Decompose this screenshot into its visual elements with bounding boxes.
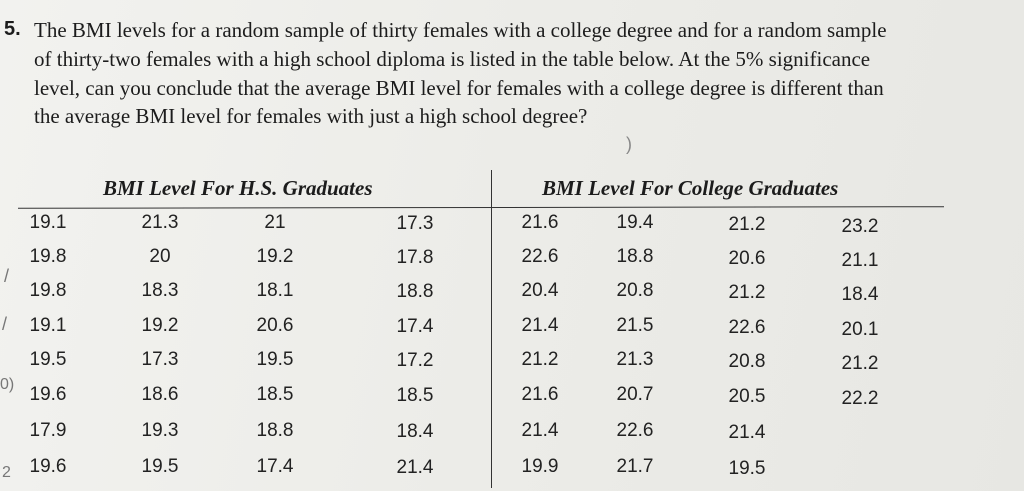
college-bmi-cell: 21.7 [616,456,654,477]
college-bmi-cell: 21.4 [521,315,559,336]
hs-bmi-cell: 18.6 [141,384,179,405]
college-bmi-cell: 21.6 [521,384,559,405]
college-bmi-cell: 20.5 [728,386,766,407]
hs-bmi-cell: 21.3 [141,212,179,233]
hs-graduates-header: BMI Level For H.S. Graduates [103,176,373,200]
college-bmi-cell: 20.8 [728,351,766,372]
question-line-3: level, can you conclude that the average… [34,76,884,100]
college-bmi-cell: 21.4 [728,422,766,443]
hs-bmi-cell: 19.6 [29,456,67,477]
hs-bmi-cell: 18.3 [141,280,179,301]
hs-bmi-cell: 17.3 [396,213,434,234]
college-bmi-cell: 20.8 [616,280,654,301]
hs-bmi-cell: 17.8 [396,247,434,268]
college-bmi-cell: 21.2 [728,214,766,235]
college-bmi-cell: 20.6 [728,248,766,269]
hs-bmi-cell: 19.1 [29,315,67,336]
hs-bmi-cell: 17.3 [141,349,179,370]
margin-mark-2: / [2,314,8,334]
college-bmi-cell: 22.6 [521,246,559,267]
hs-bmi-cell: 19.8 [29,280,67,301]
table-header-divider [17,206,945,209]
hs-bmi-cell: 17.4 [396,316,434,337]
hs-bmi-cell: 18.5 [256,384,294,405]
hs-bmi-cell: 19.5 [29,349,67,370]
hs-bmi-cell: 17.9 [29,420,67,441]
college-bmi-cell: 22.6 [728,317,766,338]
college-bmi-cell: 22.2 [841,388,879,409]
question-line-1: The BMI levels for a random sample of th… [34,18,887,42]
hs-bmi-cell: 21.4 [396,457,434,478]
college-bmi-cell: 20.4 [521,280,559,301]
college-bmi-cell: 21.2 [521,349,559,370]
hs-bmi-cell: 19.5 [141,456,179,477]
hs-bmi-cell: 18.8 [256,420,294,441]
hs-bmi-cell: 19.6 [29,384,67,405]
college-bmi-cell: 19.4 [616,212,654,233]
hs-bmi-cell: 19.1 [29,212,67,233]
hs-bmi-cell: 21 [264,212,286,233]
table-column-divider [491,170,492,488]
college-bmi-cell: 21.3 [616,349,654,370]
hs-bmi-cell: 19.8 [29,246,67,267]
hs-bmi-cell: 20.6 [256,315,294,336]
hs-bmi-cell: 18.4 [396,421,434,442]
college-bmi-cell: 19.9 [521,456,559,477]
hs-bmi-cell: 18.8 [396,281,434,302]
margin-mark-4: 2 [2,464,11,481]
college-bmi-cell: 18.4 [841,284,879,305]
college-bmi-cell: 21.1 [841,250,879,271]
margin-mark-3: 0) [0,376,15,393]
college-bmi-cell: 20.1 [841,319,879,340]
college-bmi-cell: 20.7 [616,384,654,405]
college-bmi-cell: 18.8 [616,246,654,267]
hs-bmi-cell: 19.3 [141,420,179,441]
question-number: 5. [4,18,21,40]
college-bmi-cell: 21.6 [521,212,559,233]
college-bmi-cell: 19.5 [728,458,766,479]
hs-bmi-cell: 18.5 [396,385,434,406]
college-bmi-cell: 23.2 [841,216,879,237]
college-bmi-cell: 21.2 [728,282,766,303]
college-graduates-header: BMI Level For College Graduates [542,176,839,200]
hs-bmi-cell: 19.5 [256,349,294,370]
hs-bmi-cell: 17.2 [396,350,434,371]
hs-bmi-cell: 19.2 [141,315,179,336]
hs-bmi-cell: 18.1 [256,280,294,301]
question-line-2: of thirty-two females with a high school… [34,47,871,71]
hs-bmi-cell: 20 [149,246,171,267]
college-bmi-cell: 21.4 [521,420,559,441]
hs-bmi-cell: 19.2 [256,246,294,267]
pencil-annotation: ) [626,134,632,154]
college-bmi-cell: 21.5 [616,315,654,336]
question-line-4: the average BMI level for females with j… [34,104,588,128]
margin-mark-1: / [4,266,10,286]
college-bmi-cell: 22.6 [616,420,654,441]
hs-bmi-cell: 17.4 [256,456,294,477]
college-bmi-cell: 21.2 [841,353,879,374]
